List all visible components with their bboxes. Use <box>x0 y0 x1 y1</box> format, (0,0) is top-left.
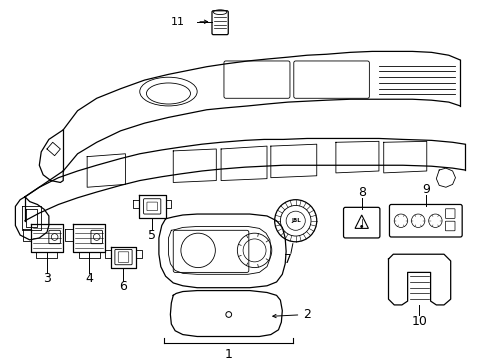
Text: 5: 5 <box>148 229 156 242</box>
Text: 8: 8 <box>358 185 366 198</box>
Text: 6: 6 <box>120 280 127 293</box>
Text: 11: 11 <box>171 17 185 27</box>
Circle shape <box>361 226 363 227</box>
Text: 7: 7 <box>284 252 292 266</box>
Text: 1: 1 <box>225 348 233 360</box>
Text: 3: 3 <box>43 272 51 285</box>
Text: 4: 4 <box>85 272 93 285</box>
Text: 10: 10 <box>411 315 427 328</box>
Text: 2: 2 <box>273 308 311 321</box>
Text: JBL: JBL <box>291 218 300 223</box>
Text: 9: 9 <box>422 183 430 196</box>
